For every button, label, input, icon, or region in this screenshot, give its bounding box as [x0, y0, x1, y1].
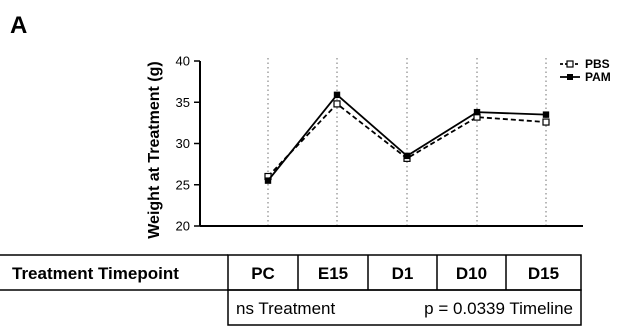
point-pbs-d15 [542, 118, 550, 126]
y-tick-label-30: 30 [176, 136, 190, 151]
point-pbs-e15 [333, 100, 341, 108]
stats-timeline: p = 0.0339 Timeline [424, 299, 573, 318]
y-axis-label: Weight at Treatment (g) [146, 61, 163, 239]
stats-box [227, 289, 582, 326]
point-pam-d10 [473, 108, 481, 116]
y-tick-label-20: 20 [176, 219, 190, 234]
y-tick-label-35: 35 [176, 95, 190, 110]
legend-marker-pbs [566, 60, 574, 68]
timepoint-table: Treatment Timepoint PC E15 D1 D10 D15 ns Treat… [0, 254, 582, 326]
y-tick-label-25: 25 [176, 177, 190, 192]
y-axis: 20 25 30 35 40 [176, 54, 201, 234]
legend-marker-pam [567, 74, 573, 80]
y-tick-label-40: 40 [176, 54, 190, 69]
timepoint-d1: D1 [392, 264, 414, 283]
point-pam-pc [264, 177, 272, 184]
table-row-header: Treatment Timepoint [12, 264, 179, 283]
point-pam-e15 [333, 91, 341, 99]
panel-label: A [10, 12, 27, 39]
point-pam-d15 [542, 111, 550, 118]
timepoint-d15: D15 [528, 264, 559, 283]
legend-label-pbs: PBS [585, 57, 610, 71]
stats-treatment: ns Treatment [236, 299, 335, 318]
timepoint-e15: E15 [318, 264, 348, 283]
vertical-guides [267, 58, 547, 226]
series-group [264, 91, 550, 184]
point-pam-d1 [403, 152, 411, 160]
timepoint-pc: PC [251, 264, 275, 283]
legend-label-pam: PAM [585, 70, 611, 84]
timepoint-d10: D10 [456, 264, 487, 283]
